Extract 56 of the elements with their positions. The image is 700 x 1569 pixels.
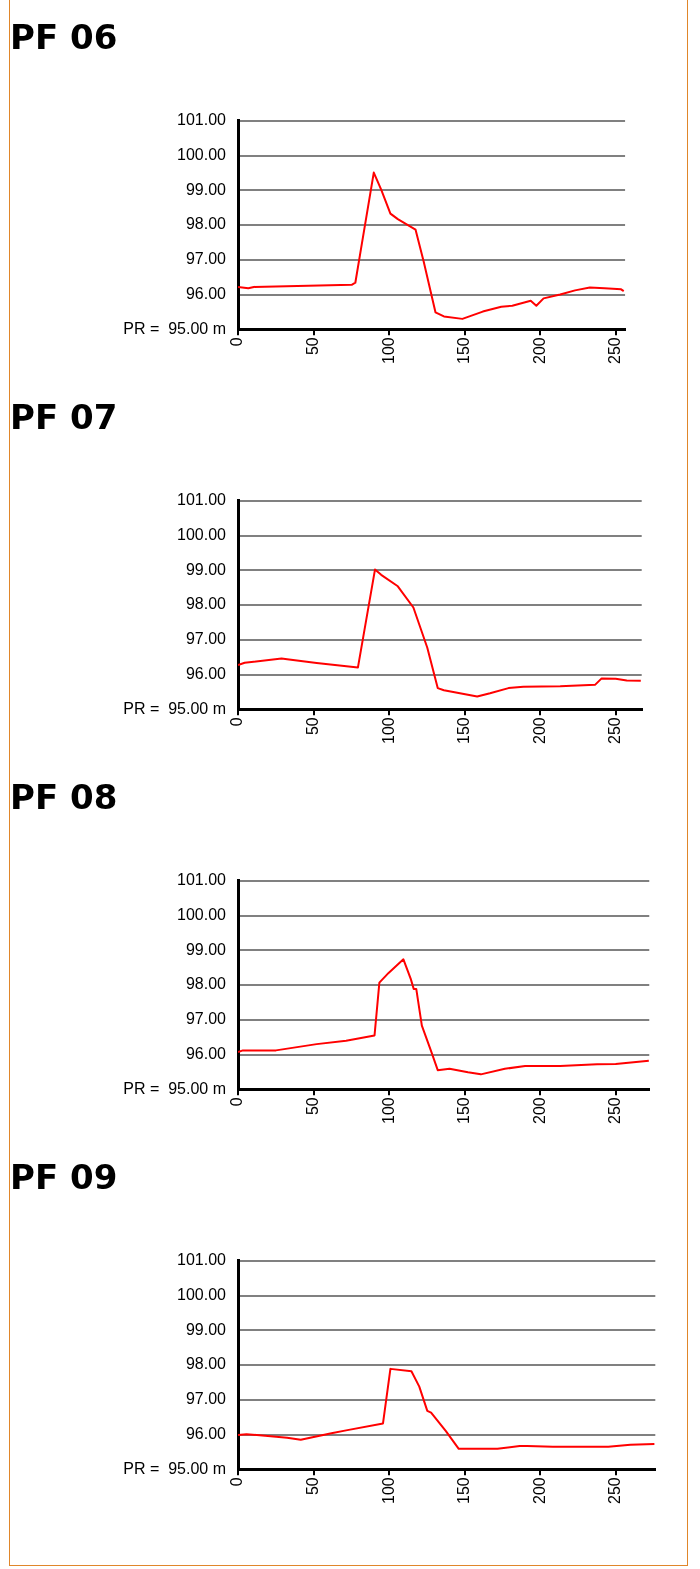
x-tick-label: 100	[379, 1477, 397, 1505]
y-tick-label: 100.00	[177, 905, 227, 923]
x-tick-label: 150	[455, 337, 473, 365]
y-tick-label: 101.00	[177, 871, 227, 889]
y-tick-label: 101.00	[177, 491, 227, 509]
y-tick-label: PR = 95.00 m	[123, 699, 226, 717]
y-tick-label: 98.00	[185, 215, 227, 233]
y-tick-label: 96.00	[185, 1424, 227, 1442]
y-tick-label: 96.00	[185, 284, 227, 302]
y-tick-label: 96.00	[185, 664, 227, 682]
x-tick-label: 250	[606, 1097, 624, 1125]
y-tick-label: 99.00	[185, 560, 227, 578]
y-tick-label: 97.00	[185, 250, 227, 268]
y-tick-label: 96.00	[185, 1044, 227, 1062]
x-tick-label: 200	[530, 337, 548, 365]
y-tick-label: 99.00	[185, 1320, 227, 1338]
x-tick-label: 200	[530, 717, 548, 745]
y-tick-label: 97.00	[185, 1010, 227, 1028]
chart-title: PF 08	[10, 777, 118, 818]
y-tick-label: 98.00	[185, 1355, 227, 1373]
y-tick-label: 100.00	[177, 145, 227, 163]
x-tick-label: 200	[530, 1477, 548, 1505]
y-tick-label: 97.00	[185, 1390, 227, 1408]
x-tick-label: 50	[304, 1477, 322, 1496]
x-tick-label: 50	[304, 1097, 322, 1116]
x-tick-label: 0	[228, 1477, 246, 1487]
y-tick-label: 99.00	[185, 940, 227, 958]
y-tick-label: 100.00	[177, 1285, 227, 1303]
x-tick-label: 150	[455, 1097, 473, 1125]
y-tick-label: 100.00	[177, 525, 227, 543]
x-tick-label: 100	[379, 1097, 397, 1125]
x-tick-label: 150	[455, 1477, 473, 1505]
x-tick-label: 200	[530, 1097, 548, 1125]
y-tick-label: 101.00	[177, 1251, 227, 1269]
x-tick-label: 50	[304, 337, 322, 356]
y-tick-label: 98.00	[185, 595, 227, 613]
y-tick-label: 98.00	[185, 975, 227, 993]
x-tick-label: 50	[304, 717, 322, 736]
y-tick-label: PR = 95.00 m	[123, 1459, 226, 1477]
chart-title: PF 09	[10, 1157, 118, 1198]
x-tick-label: 0	[228, 337, 246, 347]
chart-title: PF 07	[10, 397, 118, 438]
y-tick-label: PR = 95.00 m	[123, 1079, 226, 1097]
x-tick-label: 0	[228, 717, 246, 727]
x-tick-label: 100	[379, 717, 397, 745]
y-tick-label: 97.00	[185, 630, 227, 648]
chart-title: PF 06	[10, 17, 118, 58]
y-tick-label: PR = 95.00 m	[123, 319, 226, 337]
y-tick-label: 101.00	[177, 111, 227, 129]
x-tick-label: 0	[228, 1097, 246, 1107]
y-tick-label: 99.00	[185, 180, 227, 198]
x-tick-label: 100	[379, 337, 397, 365]
x-tick-label: 250	[606, 337, 624, 365]
x-tick-label: 250	[606, 1477, 624, 1505]
x-tick-label: 150	[455, 717, 473, 745]
x-tick-label: 250	[606, 717, 624, 745]
